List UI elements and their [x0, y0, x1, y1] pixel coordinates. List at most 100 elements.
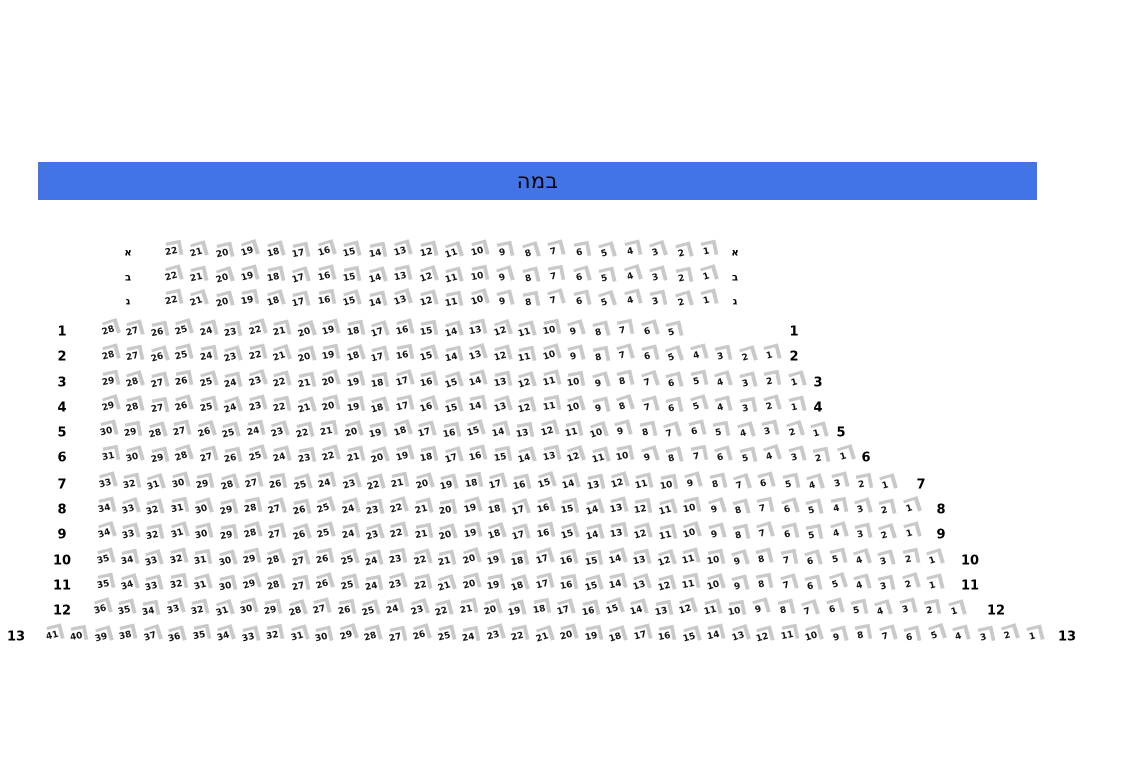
seat-1-27[interactable]: 27: [123, 318, 145, 342]
seat-8-30[interactable]: 30: [192, 496, 214, 520]
seat-10-17[interactable]: 17: [532, 546, 555, 570]
seat-12-14[interactable]: 14: [627, 597, 649, 621]
seat-11-13[interactable]: 13: [630, 572, 653, 596]
seat-א-22[interactable]: 22: [162, 239, 183, 261]
seat-10-26[interactable]: 26: [313, 547, 335, 569]
seat-ג-11[interactable]: 11: [442, 290, 464, 312]
seat-13-35[interactable]: 35: [190, 623, 211, 645]
seat-2-1[interactable]: 1: [760, 342, 782, 366]
seat-4-23[interactable]: 23: [245, 393, 268, 417]
seat-6-12[interactable]: 12: [564, 444, 586, 468]
seat-6-11[interactable]: 11: [588, 445, 611, 469]
seat-7-32[interactable]: 32: [120, 472, 142, 494]
seat-9-19[interactable]: 19: [461, 521, 482, 543]
seat-10-30[interactable]: 30: [215, 548, 238, 572]
seat-8-14[interactable]: 14: [582, 497, 605, 521]
seat-12-8[interactable]: 8: [774, 598, 796, 620]
seat-8-26[interactable]: 26: [290, 498, 312, 520]
seat-12-25[interactable]: 25: [359, 598, 381, 622]
seat-א-3[interactable]: 3: [646, 239, 668, 263]
seat-10-33[interactable]: 33: [142, 548, 165, 572]
seat-ג-8[interactable]: 8: [519, 290, 540, 312]
seat-3-9[interactable]: 9: [588, 370, 611, 394]
seat-3-8[interactable]: 8: [613, 369, 635, 391]
seat-א-5[interactable]: 5: [595, 240, 617, 264]
seat-5-4[interactable]: 4: [733, 420, 756, 444]
seat-12-34[interactable]: 34: [140, 599, 161, 621]
seat-5-28[interactable]: 28: [145, 420, 168, 444]
seat-ב-12[interactable]: 12: [416, 264, 439, 288]
seat-9-7[interactable]: 7: [753, 520, 776, 544]
seat-3-17[interactable]: 17: [392, 368, 415, 392]
seat-8-7[interactable]: 7: [753, 496, 775, 518]
seat-12-16[interactable]: 16: [579, 599, 600, 621]
seat-9-22[interactable]: 22: [387, 520, 409, 544]
seat-13-36[interactable]: 36: [165, 624, 187, 648]
seat-4-10[interactable]: 10: [564, 394, 586, 418]
seat-6-17[interactable]: 17: [441, 445, 464, 469]
seat-9-31[interactable]: 31: [167, 520, 190, 544]
seat-11-35[interactable]: 35: [94, 572, 115, 594]
seat-10-8[interactable]: 8: [752, 546, 774, 570]
seat-4-22[interactable]: 22: [270, 395, 292, 417]
seat-1-19[interactable]: 19: [319, 317, 341, 341]
seat-8-23[interactable]: 23: [363, 498, 385, 520]
seat-3-7[interactable]: 7: [637, 369, 660, 393]
seat-6-6[interactable]: 6: [711, 444, 733, 468]
seat-2-23[interactable]: 23: [221, 344, 243, 368]
seat-12-10[interactable]: 10: [725, 599, 747, 621]
seat-11-27[interactable]: 27: [289, 574, 311, 596]
seat-12-28[interactable]: 28: [285, 598, 308, 622]
seat-3-14[interactable]: 14: [466, 368, 488, 392]
seat-א-17[interactable]: 17: [289, 241, 311, 263]
seat-12-24[interactable]: 24: [383, 597, 405, 619]
seat-2-21[interactable]: 21: [270, 343, 292, 367]
seat-ב-2[interactable]: 2: [672, 266, 693, 288]
seat-ג-12[interactable]: 12: [416, 288, 439, 312]
seat-12-2[interactable]: 2: [920, 598, 942, 620]
seat-ב-6[interactable]: 6: [569, 264, 592, 288]
seat-9-32[interactable]: 32: [143, 523, 165, 545]
seat-8-15[interactable]: 15: [558, 497, 580, 519]
seat-5-9[interactable]: 9: [611, 418, 633, 442]
seat-13-15[interactable]: 15: [679, 624, 702, 648]
seat-7-31[interactable]: 31: [144, 472, 167, 496]
seat-13-6[interactable]: 6: [900, 625, 922, 647]
seat-5-13[interactable]: 13: [513, 421, 535, 443]
seat-ג-14[interactable]: 14: [366, 290, 387, 312]
seat-5-21[interactable]: 21: [317, 419, 339, 441]
seat-7-12[interactable]: 12: [608, 470, 630, 494]
seat-8-1[interactable]: 1: [899, 495, 922, 519]
seat-6-5[interactable]: 5: [736, 446, 757, 468]
seat-12-12[interactable]: 12: [676, 596, 698, 620]
seat-7-18[interactable]: 18: [462, 471, 483, 493]
seat-6-15[interactable]: 15: [491, 445, 512, 467]
seat-1-23[interactable]: 23: [221, 320, 243, 342]
seat-5-17[interactable]: 17: [415, 419, 437, 443]
seat-12-23[interactable]: 23: [407, 597, 430, 621]
seat-11-3[interactable]: 3: [874, 574, 896, 596]
seat-א-9[interactable]: 9: [493, 240, 515, 262]
seat-7-14[interactable]: 14: [559, 471, 581, 495]
seat-4-24[interactable]: 24: [221, 395, 243, 419]
seat-6-3[interactable]: 3: [784, 444, 807, 468]
seat-1-17[interactable]: 17: [368, 319, 390, 343]
seat-9-23[interactable]: 23: [363, 522, 385, 546]
seat-1-14[interactable]: 14: [441, 319, 464, 343]
seat-7-25[interactable]: 25: [290, 472, 313, 496]
seat-7-30[interactable]: 30: [169, 470, 191, 494]
seat-10-32[interactable]: 32: [167, 546, 189, 570]
seat-11-21[interactable]: 21: [435, 573, 458, 597]
seat-6-24[interactable]: 24: [270, 444, 292, 468]
seat-9-25[interactable]: 25: [314, 520, 336, 544]
seat-13-30[interactable]: 30: [312, 625, 334, 647]
seat-3-15[interactable]: 15: [441, 370, 464, 394]
seat-5-15[interactable]: 15: [464, 418, 486, 442]
seat-5-5[interactable]: 5: [709, 420, 731, 442]
seat-2-18[interactable]: 18: [343, 343, 366, 367]
seat-2-2[interactable]: 2: [735, 344, 758, 368]
seat-ב-19[interactable]: 19: [238, 263, 260, 287]
seat-1-13[interactable]: 13: [466, 318, 488, 340]
seat-א-20[interactable]: 20: [213, 241, 234, 263]
seat-4-27[interactable]: 27: [148, 396, 169, 418]
